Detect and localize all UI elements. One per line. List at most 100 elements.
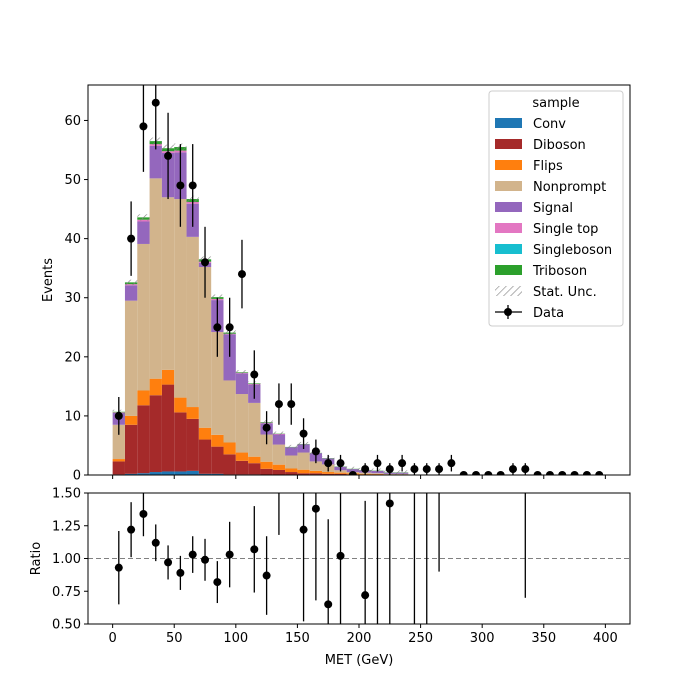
bar-nonprompt [198, 267, 212, 428]
bar-diboson [272, 469, 286, 475]
data-point [274, 400, 283, 409]
stat-unc-band [346, 466, 359, 471]
bar-nonprompt [186, 236, 199, 408]
y-tick-label: 60 [64, 114, 81, 129]
data-point [533, 471, 542, 475]
x-tick-label: 250 [408, 631, 433, 646]
bar-diboson [334, 473, 347, 475]
ratio-point [127, 525, 136, 534]
data-point [595, 471, 604, 475]
data-point [201, 258, 210, 267]
bar-flips [161, 369, 175, 385]
x-tick-label: 350 [531, 631, 556, 646]
data-point [570, 471, 579, 475]
bar-nonprompt [211, 332, 224, 435]
bar-flips [260, 461, 273, 469]
data-point [114, 411, 123, 420]
y-tick-label: 50 [64, 173, 81, 188]
legend-swatch [495, 160, 522, 170]
ratio-point [139, 509, 148, 518]
data-points [114, 85, 604, 475]
ratio-y-tick-label: 1.00 [52, 552, 81, 567]
bar-diboson [112, 461, 125, 475]
bar-flips [334, 472, 347, 474]
y-tick-label: 30 [64, 291, 81, 306]
x-tick-label: 300 [470, 631, 495, 646]
data-point [213, 323, 222, 332]
bar-flips [272, 464, 286, 470]
ratio-points [114, 493, 526, 624]
bar-flips [322, 472, 335, 474]
bar-diboson [235, 460, 249, 475]
y-tick-label: 40 [64, 232, 81, 247]
data-point [237, 270, 246, 279]
ratio-point [299, 525, 308, 534]
stat-unc-band [285, 444, 298, 449]
bar-flips [198, 427, 212, 440]
ratio-point [361, 591, 370, 600]
legend-label: Nonprompt [533, 180, 606, 195]
legend-swatch [495, 223, 522, 233]
bar-nonprompt [272, 444, 286, 465]
legend-box [488, 90, 624, 327]
legend-label: Stat. Unc. [533, 285, 597, 300]
data-point [151, 98, 160, 107]
bar-nonprompt [309, 461, 323, 471]
bar-nonprompt [223, 380, 236, 443]
data-point [324, 459, 333, 468]
bar-diboson [161, 384, 175, 472]
x-tick-label: 100 [223, 631, 248, 646]
bar-flips [285, 468, 298, 473]
legend-title: sample [532, 96, 579, 111]
bar-conv [161, 471, 175, 475]
ratio-point [188, 550, 197, 559]
stat-unc-band [235, 370, 249, 375]
bar-diboson [137, 405, 150, 474]
data-point [250, 370, 259, 379]
bar-conv [149, 472, 162, 475]
data-point [299, 429, 308, 438]
data-point [558, 471, 567, 475]
legend-label: Diboson [533, 138, 586, 153]
bar-signal [235, 373, 249, 395]
legend-label: Conv [533, 117, 566, 132]
stat-unc-band [211, 294, 224, 300]
data-point [410, 465, 419, 474]
ratio-point [151, 538, 160, 547]
ratio-point [225, 550, 234, 559]
bar-diboson [198, 439, 212, 474]
bar-nonprompt [124, 300, 138, 416]
bar-conv [211, 473, 224, 475]
ratio-point [164, 558, 173, 567]
ratio-point [176, 568, 185, 577]
y-tick-label: 10 [64, 409, 81, 424]
legend-swatch [495, 118, 522, 128]
legend-swatch-stat-unc [495, 286, 522, 296]
data-point [127, 234, 136, 243]
y-tick-label: 20 [64, 350, 81, 365]
legend-swatch [495, 244, 522, 254]
bar-flips [223, 442, 236, 455]
bar-nonprompt [174, 199, 187, 398]
ratio-plot: 0.50 0.75 1.00 1.25 1.50 0 50 100 150 200 250 300 35… [29, 487, 631, 668]
stat-unc-band [124, 279, 138, 286]
bar-diboson [297, 473, 310, 475]
data-point [311, 447, 320, 456]
bar-flips [211, 434, 224, 447]
x-tick-label: 400 [593, 631, 618, 646]
bar-diboson [149, 395, 162, 473]
data-point [472, 471, 481, 475]
ratio-y-tick-label: 0.75 [52, 585, 81, 600]
ratio-point [324, 600, 333, 609]
data-point [484, 471, 493, 475]
bar-signal [285, 447, 298, 456]
bar-flips [124, 415, 138, 425]
ratio-point [213, 578, 222, 587]
bar-diboson [174, 412, 187, 472]
ratio-y-axis-label: Ratio [29, 542, 44, 575]
bar-nonprompt [161, 197, 175, 370]
data-point [176, 181, 185, 190]
legend-swatch [495, 202, 522, 212]
bar-diboson [260, 468, 273, 475]
